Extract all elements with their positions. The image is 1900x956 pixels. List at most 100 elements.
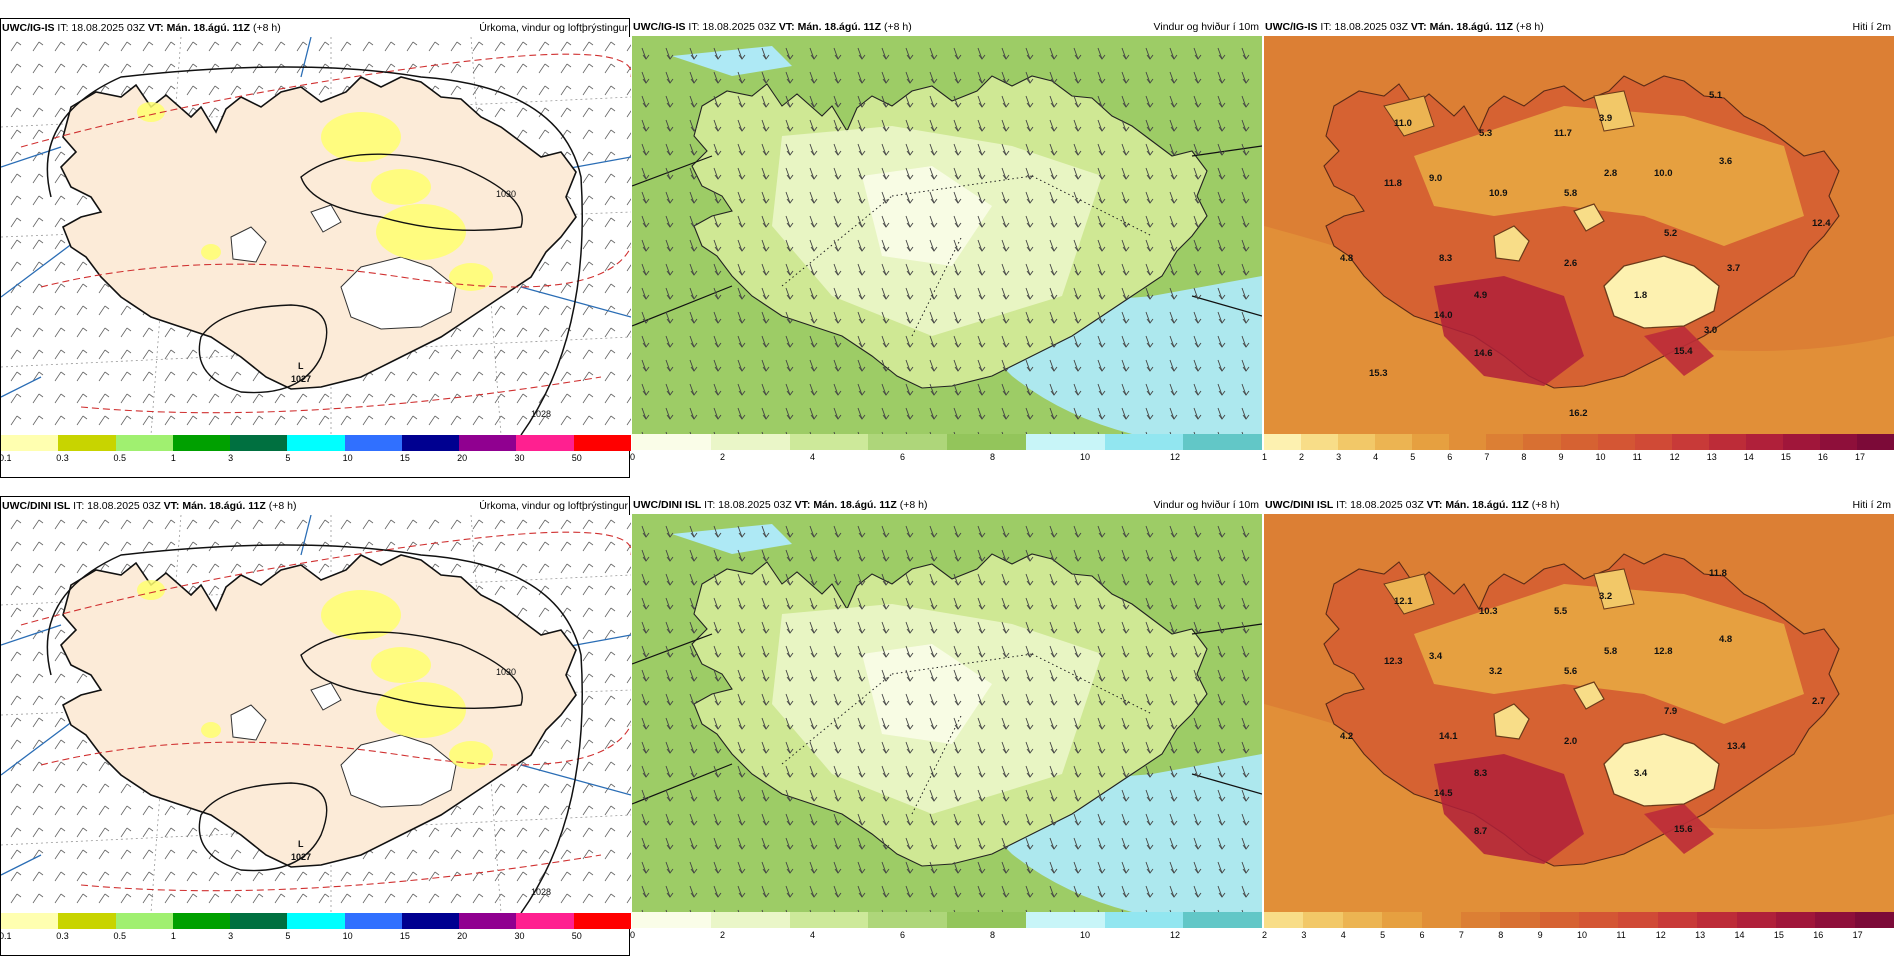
colorbar-tick-label: 6 — [900, 452, 906, 462]
low-pressure-value: 1027 — [291, 852, 311, 862]
colorbar-swatch — [1264, 912, 1304, 928]
lead-time: (+8 h) — [1531, 499, 1560, 511]
temperature-label: 4.8 — [1340, 253, 1353, 264]
colorbar-tick-label: 14 — [1743, 452, 1754, 462]
colorbar-swatch — [1560, 434, 1598, 450]
map-panel-temp: UWC/IG-IS IT: 18.08.2025 03Z VT: Mán. 18… — [1262, 18, 1895, 478]
colorbar-swatch — [1697, 912, 1737, 928]
colorbar-tick-label: 30 — [514, 931, 525, 941]
colorbar-swatch — [1, 435, 59, 451]
map-canvas: 12.1 10.3 5.5 3.2 11.8 12.3 3.4 3.2 5.6 5.8 12.8 4.… — [1264, 514, 1894, 912]
colorbar-tick-label: 0.1 — [0, 931, 12, 941]
colorbar-tick-label: 6 — [900, 930, 906, 940]
colorbar-swatch — [1854, 912, 1894, 928]
colorbar — [1264, 912, 1894, 928]
init-time: IT: 18.08.2025 03Z — [1320, 21, 1408, 33]
colorbar-swatch — [344, 435, 402, 451]
temperature-label: 3.2 — [1599, 591, 1612, 602]
colorbar-swatch — [1782, 434, 1820, 450]
map-panel-precip: UWC/IG-IS IT: 18.08.2025 03Z VT: Mán. 18… — [0, 18, 631, 478]
colorbar-swatch — [401, 435, 460, 451]
panel-title: Hiti í 2m — [1852, 21, 1891, 33]
temperature-label: 14.1 — [1439, 731, 1458, 742]
colorbar-tick-label: 13 — [1695, 930, 1706, 940]
init-time: IT: 18.08.2025 03Z — [73, 500, 161, 512]
colorbar-swatch — [1303, 912, 1343, 928]
init-time: IT: 18.08.2025 03Z — [1336, 499, 1424, 511]
model-name: UWC/DINI ISL — [2, 500, 71, 512]
colorbar-swatch — [58, 913, 116, 929]
panel-title: Úrkoma, vindur og loftþrýstingur — [479, 22, 628, 34]
colorbar-swatch — [115, 913, 173, 929]
colorbar-swatch — [516, 913, 574, 929]
colorbar-tick-label: 17 — [1854, 452, 1865, 462]
colorbar-tick-label: 0.3 — [56, 453, 69, 463]
model-name: UWC/DINI ISL — [1265, 499, 1334, 511]
colorbar-tick-label: 30 — [514, 453, 525, 463]
lead-time: (+8 h) — [899, 499, 928, 511]
colorbar-tick-label: 8 — [1521, 452, 1527, 462]
colorbar-tick-label: 50 — [571, 931, 582, 941]
temperature-label: 15.6 — [1674, 824, 1693, 835]
colorbar-swatch — [1539, 912, 1579, 928]
colorbar-swatch — [459, 913, 517, 929]
colorbar-swatch — [516, 435, 574, 451]
colorbar-swatch — [1301, 434, 1339, 450]
temperature-label: 14.5 — [1434, 788, 1453, 799]
colorbar-swatch — [1460, 912, 1501, 928]
colorbar — [632, 434, 1262, 450]
colorbar-swatch — [947, 912, 1026, 928]
colorbar-swatch — [1342, 912, 1383, 928]
map-area: L 1027 1030 1028 — [1, 37, 631, 435]
model-name: UWC/IG-IS — [633, 21, 686, 33]
colorbar-swatch — [344, 913, 402, 929]
colorbar-tick-label: 17 — [1852, 930, 1863, 940]
colorbar-tick-label: 3 — [1336, 452, 1342, 462]
map-area — [632, 514, 1262, 912]
colorbar-swatch — [868, 434, 947, 450]
valid-time: VT: Mán. 18.ágú. 11Z — [794, 499, 897, 511]
colorbar — [1, 435, 631, 451]
init-time: IT: 18.08.2025 03Z — [704, 499, 792, 511]
colorbar-tick-label: 15 — [399, 931, 410, 941]
lead-time: (+8 h) — [1515, 21, 1544, 33]
colorbar-swatch — [573, 435, 631, 451]
panel-title: Úrkoma, vindur og loftþrýstingur — [479, 500, 628, 512]
colorbar-tick-label: 0.1 — [0, 453, 12, 463]
colorbar-ticks: 0 2 4 6 8 10 12 — [630, 930, 1262, 942]
colorbar-tick-label: 14 — [1734, 930, 1745, 940]
colorbar-swatch — [1375, 434, 1413, 450]
temperature-label: 3.9 — [1599, 113, 1612, 124]
temperature-label: 11.8 — [1709, 568, 1727, 579]
temperature-label: 5.5 — [1554, 606, 1568, 617]
colorbar-ticks: 0.1 0.3 0.5 1 3 5 10 15 20 30 50 — [0, 453, 631, 465]
colorbar-tick-label: 9 — [1537, 930, 1543, 940]
colorbar-swatch — [947, 434, 1026, 450]
colorbar-tick-label: 10 — [342, 453, 353, 463]
colorbar-tick-label: 15 — [1780, 452, 1791, 462]
temperature-label: 12.3 — [1384, 656, 1403, 667]
colorbar-swatch — [1708, 434, 1746, 450]
temperature-label: 3.0 — [1704, 325, 1717, 336]
colorbar-swatch — [632, 912, 711, 928]
colorbar-tick-label: 10 — [1577, 930, 1588, 940]
temperature-label: 3.4 — [1429, 651, 1443, 662]
panel-header: UWC/DINI ISL IT: 18.08.2025 03Z VT: Mán.… — [1265, 496, 1893, 514]
colorbar-tick-label: 3 — [228, 931, 234, 941]
colorbar-tick-label: 7 — [1458, 930, 1464, 940]
colorbar-swatch — [1183, 434, 1262, 450]
colorbar-swatch — [1657, 912, 1698, 928]
colorbar-tick-label: 4 — [810, 452, 816, 462]
colorbar-tick-label: 3 — [1301, 930, 1307, 940]
colorbar-tick-label: 8 — [1498, 930, 1504, 940]
colorbar-tick-label: 6 — [1447, 452, 1453, 462]
colorbar-swatch — [573, 913, 631, 929]
panel-title: Hiti í 2m — [1852, 499, 1891, 511]
temperature-label: 2.6 — [1564, 258, 1577, 269]
map-area — [632, 36, 1262, 434]
colorbar-swatch — [710, 912, 790, 928]
colorbar-tick-label: 1 — [1262, 452, 1268, 462]
temperature-label: 4.2 — [1340, 731, 1353, 742]
colorbar-swatch — [1579, 912, 1619, 928]
colorbar — [1, 913, 631, 929]
